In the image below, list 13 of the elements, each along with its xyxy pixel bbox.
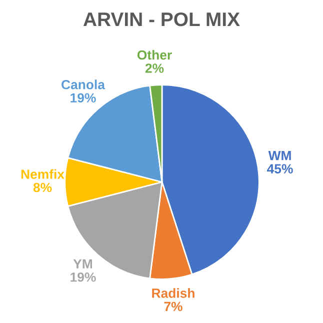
data-label: 7% (164, 302, 182, 312)
slice-label: Other (137, 50, 172, 60)
chart-title: ARVIN - POL MIX (83, 12, 240, 26)
slice-label: WM (268, 151, 291, 160)
data-label: 45% (267, 164, 293, 174)
data-label: 19% (70, 272, 96, 282)
slice-label: Canola (62, 80, 106, 90)
data-label: 19% (70, 93, 96, 103)
slice-label: YM (73, 259, 92, 268)
data-label: 2% (145, 64, 164, 73)
data-label: 8% (33, 182, 52, 192)
slice-label: Nemfix (21, 169, 64, 179)
slice-label: Radish (152, 288, 194, 298)
